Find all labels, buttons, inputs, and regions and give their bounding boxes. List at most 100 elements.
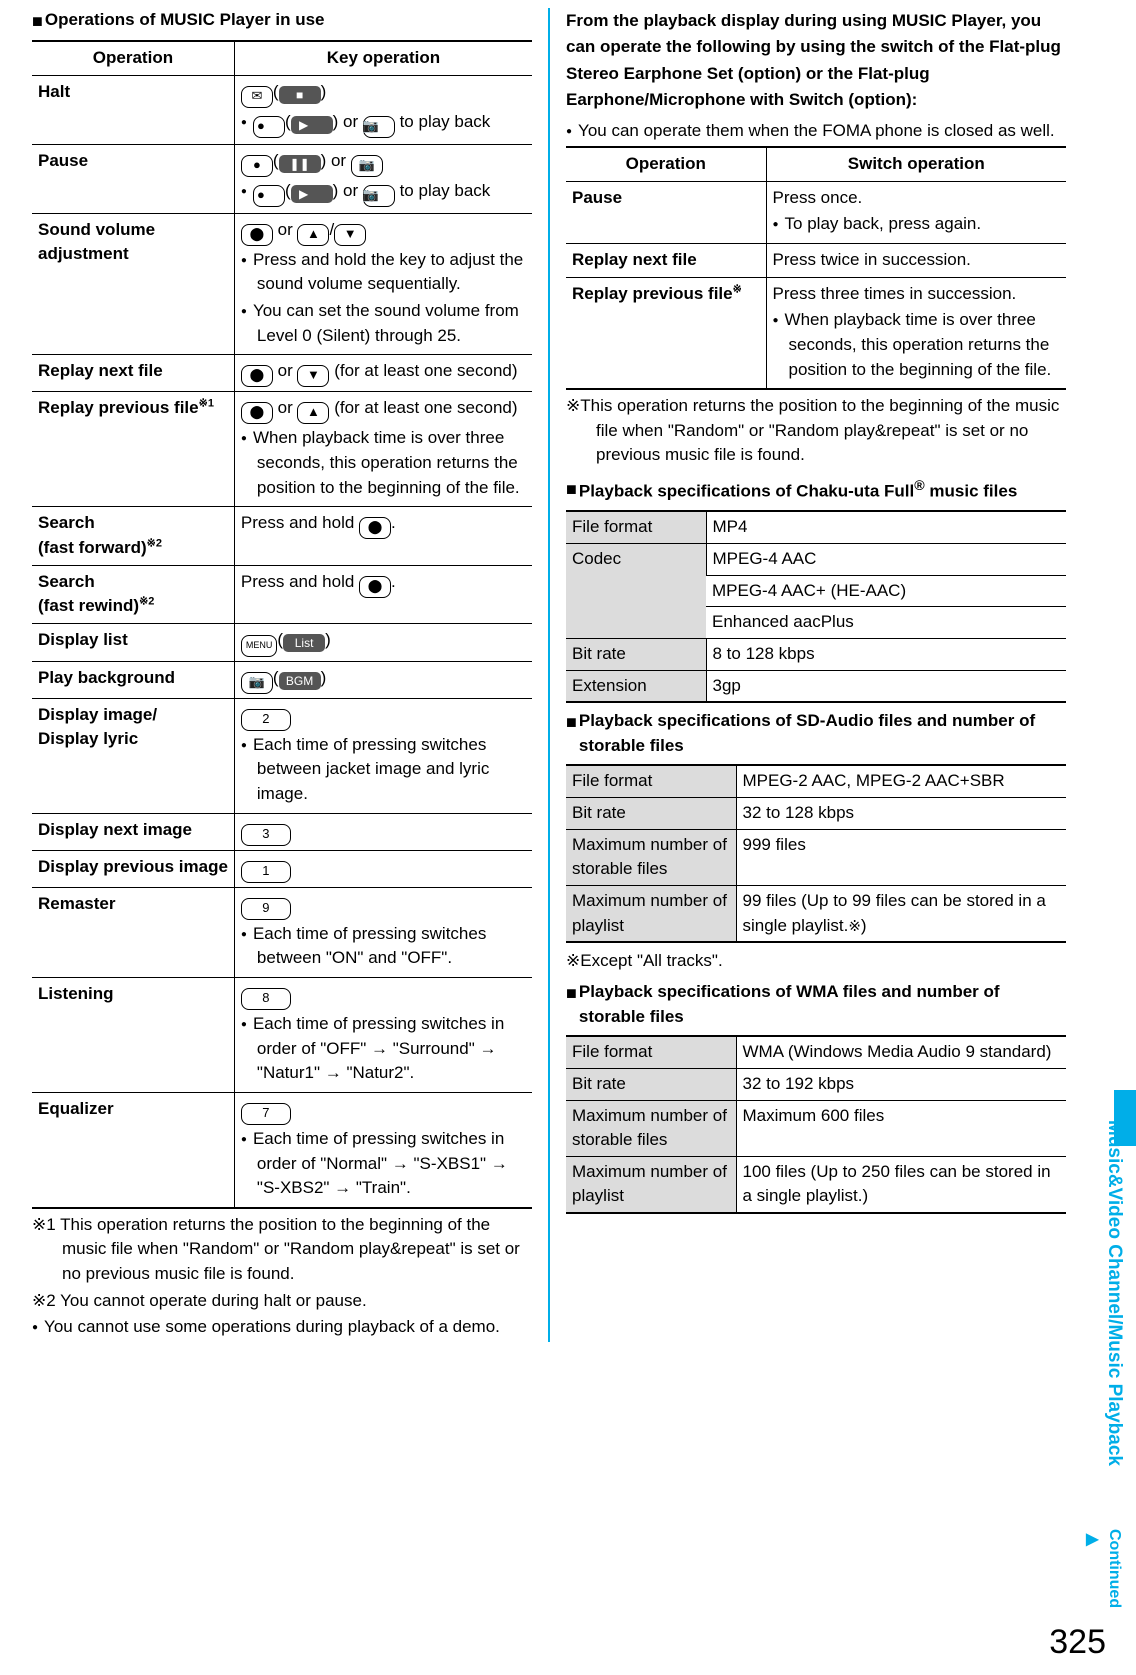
op-name: Equalizer xyxy=(32,1092,234,1207)
text: Search xyxy=(38,513,95,532)
text: . xyxy=(391,513,396,532)
footnote: ※1 This operation returns the position t… xyxy=(32,1213,532,1287)
footnote: You cannot use some operations during pl… xyxy=(32,1315,532,1340)
key-icon: ● xyxy=(253,116,285,138)
op-name: Sound volume adjustment xyxy=(32,213,234,355)
table-row: Equalizer 7 Each time of pressing switch… xyxy=(32,1092,532,1207)
text: or xyxy=(273,398,298,417)
spec-val: WMA (Windows Media Audio 9 standard) xyxy=(736,1036,1066,1068)
op-name: Display previous image xyxy=(32,850,234,887)
key-icon: ⬤ xyxy=(241,402,273,424)
key-icon: 📷 xyxy=(241,672,273,694)
op-keys: Press and hold ⬤. xyxy=(234,565,532,623)
bullet: ●(▶) or 📷 to play back xyxy=(241,110,526,138)
table-row: Search (fast forward)※2 Press and hold ⬤… xyxy=(32,507,532,565)
text: to play back xyxy=(395,112,490,131)
table-row: Play background 📷(BGM) xyxy=(32,661,532,698)
table-row: Bit rate32 to 128 kbps xyxy=(566,798,1066,830)
key-icon: ⬤ xyxy=(241,224,273,246)
spec-val: Enhanced aacPlus xyxy=(706,607,1066,639)
table-row: Maximum number of storable files999 file… xyxy=(566,829,1066,885)
key-icon: 1 xyxy=(241,861,291,883)
op-name: Search (fast forward)※2 xyxy=(32,507,234,565)
op-desc: Press once. To play back, press again. xyxy=(766,181,1066,243)
text: (fast rewind) xyxy=(38,596,139,615)
text: Press once. xyxy=(773,188,863,207)
spec-val: 8 to 128 kbps xyxy=(706,638,1066,670)
op-keys: 7 Each time of pressing switches in orde… xyxy=(234,1092,532,1207)
spec-val: Maximum 600 files xyxy=(736,1100,1066,1156)
spec-val: 999 files xyxy=(736,829,1066,885)
key-icon: ⬤ xyxy=(359,517,391,539)
op-name: Listening xyxy=(32,977,234,1092)
spec-c-heading: Playback specifications of WMA files and… xyxy=(566,980,1066,1029)
table-row: Pause Press once. To play back, press ag… xyxy=(566,181,1066,243)
switch-footnote: ※This operation returns the position to … xyxy=(566,394,1066,468)
ref: ※1 xyxy=(199,398,214,410)
spec-key: Maximum number of storable files xyxy=(566,1100,736,1156)
key-icon: ✉ xyxy=(241,86,273,108)
text: Display image/ xyxy=(38,705,157,724)
key-icon: 8 xyxy=(241,988,291,1010)
op-name: Pause xyxy=(566,181,766,243)
spec-key: File format xyxy=(566,1036,736,1068)
table-row: Display image/Display lyric 2 Each time … xyxy=(32,698,532,813)
key-icon: ● xyxy=(241,155,273,177)
op-name: Display image/Display lyric xyxy=(32,698,234,813)
op-keys: 1 xyxy=(234,850,532,887)
intro-bullet: You can operate them when the FOMA phone… xyxy=(566,119,1066,144)
op-name: Play background xyxy=(32,661,234,698)
sup: ® xyxy=(914,478,924,494)
spec-key: Bit rate xyxy=(566,638,706,670)
intro-text: From the playback display during using M… xyxy=(566,8,1066,113)
text: ) xyxy=(861,916,867,935)
text: 99 files (Up to 99 files can be stored i… xyxy=(743,891,1046,935)
table-row: Bit rate32 to 192 kbps xyxy=(566,1068,1066,1100)
text: Press three times in succession. xyxy=(773,284,1017,303)
key-icon: 📷 xyxy=(363,185,395,207)
key-icon: MENU xyxy=(241,635,278,657)
text: (for at least one second) xyxy=(329,398,517,417)
spec-key: Maximum number of storable files xyxy=(566,829,736,885)
left-column: Operations of MUSIC Player in use Operat… xyxy=(20,8,544,1342)
bullet: When playback time is over three seconds… xyxy=(241,426,526,500)
table-row: Bit rate8 to 128 kbps xyxy=(566,638,1066,670)
table-row: Maximum number of playlist100 files (Up … xyxy=(566,1156,1066,1213)
spec-key: Codec xyxy=(566,544,706,639)
spec-val: MP4 xyxy=(706,511,1066,543)
spec-b-footnote: ※Except "All tracks". xyxy=(566,949,1066,974)
op-name: Halt xyxy=(32,75,234,144)
spec-val: MPEG-4 AAC xyxy=(706,544,1066,576)
text: Replay previous file xyxy=(572,284,733,303)
table-row: Maximum number of playlist99 files (Up t… xyxy=(566,886,1066,943)
continued-label: Continued xyxy=(1080,1529,1126,1608)
spec-val: 32 to 128 kbps xyxy=(736,798,1066,830)
op-name: Replay next file xyxy=(566,243,766,277)
op-keys: ●(❚❚) or 📷 ●(▶) or 📷 to play back xyxy=(234,144,532,213)
spec-val: 100 files (Up to 250 files can be stored… xyxy=(736,1156,1066,1213)
pill-icon: ▶ xyxy=(291,116,333,134)
key-icon: ▲ xyxy=(297,224,329,246)
ref: ※2 xyxy=(147,537,162,549)
table-row: Remaster 9 Each time of pressing switche… xyxy=(32,887,532,977)
spec-b-table: File formatMPEG-2 AAC, MPEG-2 AAC+SBR Bi… xyxy=(566,764,1066,943)
op-keys: ✉(■) ●(▶) or 📷 to play back xyxy=(234,75,532,144)
spec-key: File format xyxy=(566,511,706,543)
side-tab xyxy=(1114,1090,1136,1146)
op-name: Replay previous file※ xyxy=(566,277,766,389)
table-row: File formatMPEG-2 AAC, MPEG-2 AAC+SBR xyxy=(566,765,1066,797)
table-row: File formatWMA (Windows Media Audio 9 st… xyxy=(566,1036,1066,1068)
op-keys: MENU(List) xyxy=(234,623,532,661)
table-row: Display next image 3 xyxy=(32,813,532,850)
key-icon: 📷 xyxy=(363,116,395,138)
table-row: Replay previous file※1 ⬤ or ▲ (for at le… xyxy=(32,392,532,507)
table-row: Pause ●(❚❚) or 📷 ●(▶) or 📷 to play back xyxy=(32,144,532,213)
table-row: Search (fast rewind)※2 Press and hold ⬤. xyxy=(32,565,532,623)
ref: ※ xyxy=(848,918,861,935)
pill-icon: List xyxy=(283,634,325,652)
pill-icon: BGM xyxy=(279,672,321,690)
table-row: File formatMP4 xyxy=(566,511,1066,543)
op-keys: ⬤ or ▼ (for at least one second) xyxy=(234,355,532,392)
text: (for at least one second) xyxy=(329,361,517,380)
pill-icon: ▶ xyxy=(291,185,333,203)
